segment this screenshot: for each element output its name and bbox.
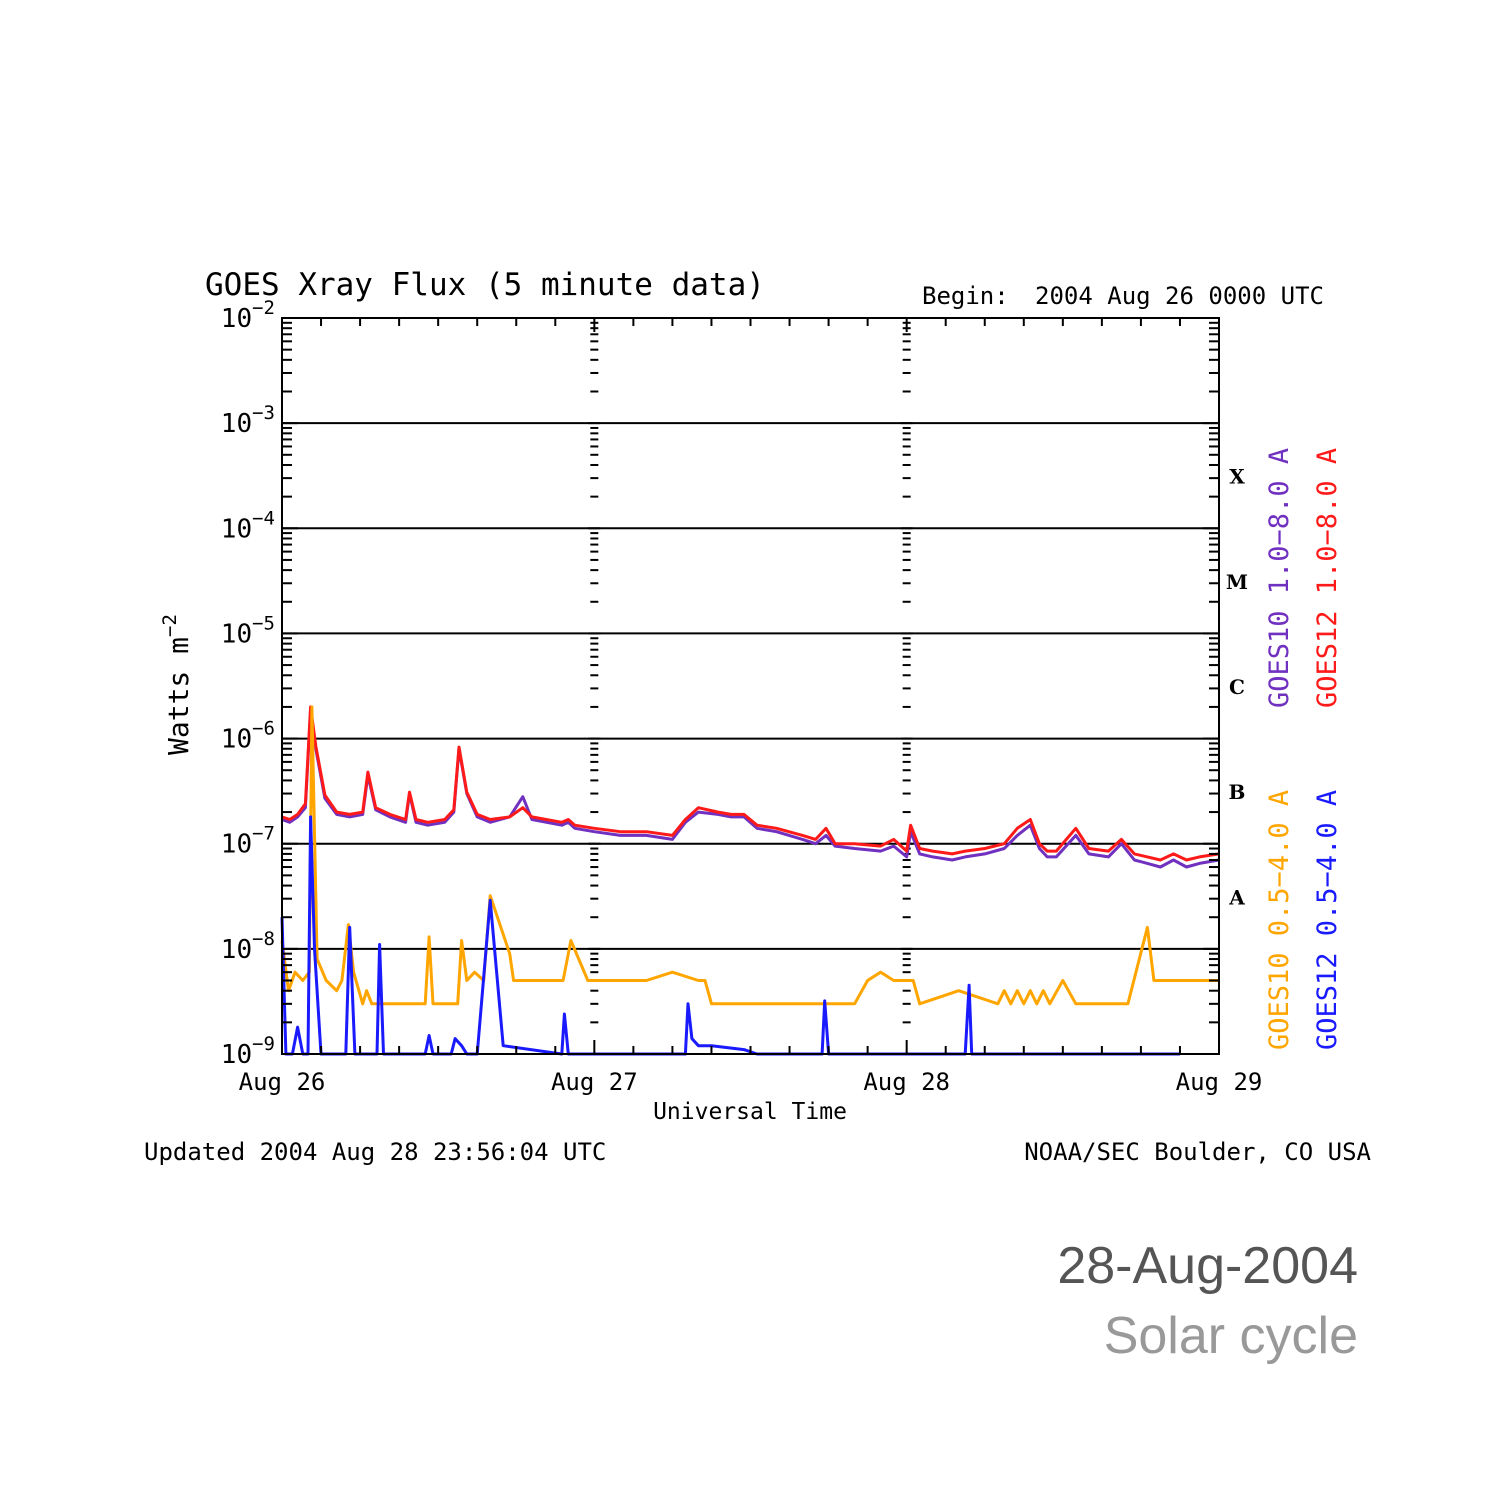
- flare-class-M: M: [1226, 570, 1248, 594]
- y-tick-label-1: 10−8: [221, 928, 275, 965]
- gridlines: [282, 321, 1219, 1055]
- plot-frame: [281, 317, 1220, 1055]
- data-series: [280, 705, 1220, 1056]
- x-tick-label-3: Aug 29: [1176, 1068, 1263, 1096]
- series-line-0: [281, 707, 1220, 869]
- y-tick-labels: 10−9 10−8 10−7 10−6 10−5 10−4 10−3 10−2: [221, 297, 275, 1070]
- y-axis-label: Watts m−2: [159, 614, 195, 755]
- y-tick-label-4: 10−5: [221, 612, 275, 649]
- chart-title: GOES Xray Flux (5 minute data): [205, 267, 765, 303]
- x-tick-label-2: Aug 28: [863, 1068, 950, 1096]
- caption-date: 28-Aug-2004: [1057, 1237, 1358, 1295]
- begin-label: Begin:: [922, 282, 1009, 310]
- y-tick-label-7: 10−2: [221, 297, 275, 334]
- y-tick-label-5: 10−4: [221, 507, 275, 544]
- y-tick-label-2: 10−7: [221, 823, 275, 860]
- legend-goes10-short: GOES10 0.5−4.0 A: [1264, 790, 1295, 1050]
- legend-goes10-long: GOES10 1.0−8.0 A: [1264, 448, 1295, 708]
- x-axis-label: Universal Time: [653, 1099, 847, 1125]
- series-line-1: [281, 705, 1220, 862]
- x-tick-label-1: Aug 27: [551, 1068, 638, 1096]
- flare-class-C: C: [1229, 675, 1245, 699]
- axes: [281, 317, 1220, 1055]
- legend-goes12-short: GOES12 0.5−4.0 A: [1312, 790, 1343, 1050]
- series-line-2: [280, 705, 1219, 1006]
- x-tick-labels: Aug 26 Aug 27 Aug 28 Aug 29: [239, 1068, 1263, 1096]
- y-tick-label-6: 10−3: [221, 402, 275, 439]
- x-tick-label-0: Aug 26: [239, 1068, 326, 1096]
- flare-class-X: X: [1229, 465, 1245, 489]
- flare-class-B: B: [1229, 780, 1246, 804]
- caption-subtitle: Solar cycle: [1103, 1307, 1358, 1365]
- y-tick-label-3: 10−6: [221, 718, 275, 755]
- legend-goes12-long: GOES12 1.0−8.0 A: [1312, 448, 1343, 708]
- y-tick-label-0: 10−9: [221, 1033, 275, 1070]
- series-line-3: [280, 815, 1180, 1056]
- footer-updated: Updated 2004 Aug 28 23:56:04 UTC: [144, 1138, 606, 1166]
- footer-source: NOAA/SEC Boulder, CO USA: [1024, 1138, 1371, 1166]
- flare-class-labels: A B C M X: [1226, 465, 1248, 910]
- flare-class-A: A: [1228, 885, 1245, 909]
- begin-value: 2004 Aug 26 0000 UTC: [1035, 282, 1324, 310]
